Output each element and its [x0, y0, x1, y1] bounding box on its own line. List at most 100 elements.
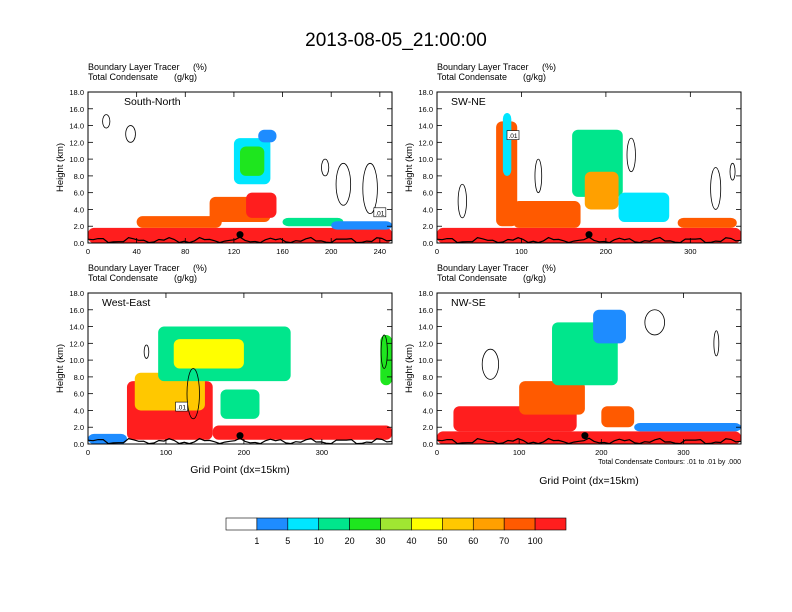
panel-label: NW-SE: [451, 297, 486, 309]
y-tick-label: 18.0: [418, 289, 433, 298]
tracer-region: [601, 406, 635, 428]
tracer-label: Boundary Layer Tracer: [88, 62, 180, 72]
tracer-region: [593, 309, 626, 344]
y-tick-label: 0.0: [423, 440, 433, 449]
x-tick-label: 200: [600, 247, 613, 256]
condensate-contour: [457, 183, 467, 219]
y-tick-label: 2.0: [423, 423, 433, 432]
y-axis-label: Height (km): [404, 143, 415, 192]
tracer-region: [173, 339, 244, 369]
condensate-contour: [335, 162, 352, 206]
y-tick-label: 10.0: [418, 356, 433, 365]
panel-label: SW-NE: [451, 96, 486, 108]
tracer-region: [258, 129, 277, 143]
tracer-unit: (%): [193, 263, 207, 273]
tracer-region: [220, 389, 260, 419]
condensate-contour: [710, 167, 722, 210]
contour-tag-text: .01: [508, 133, 517, 140]
condensate-label: Total Condensate: [88, 273, 158, 283]
tracer-region: [519, 381, 585, 415]
tracer-region: [136, 216, 222, 228]
y-tick-label: 18.0: [418, 88, 433, 97]
colorbar-swatch: [442, 517, 474, 531]
x-tick-label: 0: [86, 247, 90, 256]
y-tick-label: 8.0: [74, 172, 84, 181]
tracer-region: [240, 146, 265, 176]
condensate-label: Total Condensate: [88, 72, 158, 82]
panel-label: South-North: [124, 96, 181, 108]
contour-tag-box: [175, 401, 188, 412]
colorbar-label: 1: [254, 536, 259, 546]
condensate-contour: [102, 114, 111, 129]
condensate-contour: [626, 137, 636, 173]
y-tick-label: 14.0: [69, 323, 84, 332]
x-tick-label: 0: [86, 448, 90, 457]
location-marker: [236, 231, 244, 239]
colorbar-label: 50: [437, 536, 447, 546]
panel-frame: [87, 91, 393, 244]
y-tick-label: 10.0: [69, 356, 84, 365]
tracer-region: [212, 425, 392, 440]
y-tick-label: 16.0: [418, 306, 433, 315]
y-tick-label: 4.0: [74, 205, 84, 214]
colorbar-label: 60: [468, 536, 478, 546]
y-tick-label: 14.0: [69, 122, 84, 131]
colorbar-swatch: [472, 517, 505, 531]
y-tick-label: 18.0: [69, 88, 84, 97]
y-tick-label: 14.0: [418, 323, 433, 332]
tracer-label: Boundary Layer Tracer: [437, 62, 529, 72]
x-axis-label: Grid Point (dx=15km): [190, 464, 290, 476]
tracer-unit: (%): [542, 62, 556, 72]
x-tick-label: 300: [684, 247, 697, 256]
y-tick-label: 12.0: [69, 339, 84, 348]
y-tick-label: 6.0: [423, 189, 433, 198]
condensate-contour: [481, 348, 500, 380]
y-tick-label: 16.0: [69, 105, 84, 114]
x-tick-label: 240: [374, 247, 387, 256]
x-tick-label: 80: [181, 247, 189, 256]
condensate-contour: [380, 334, 388, 369]
contour-note: Total Condensate Contours: .01 to .01 by…: [598, 459, 741, 466]
x-tick-label: 100: [513, 448, 526, 457]
y-tick-label: 4.0: [74, 406, 84, 415]
condensate-unit: (g/kg): [174, 72, 197, 82]
tracer-unit: (%): [542, 263, 556, 273]
tracer-region: [513, 201, 581, 228]
y-tick-label: 6.0: [74, 189, 84, 198]
panel-frame: [436, 91, 742, 244]
x-tick-label: 200: [238, 448, 251, 457]
tracer-region: [380, 334, 392, 386]
contour-tag-text: .01: [177, 405, 186, 412]
condensate-contour: [534, 158, 543, 194]
y-tick-label: 6.0: [423, 390, 433, 399]
x-tick-label: 300: [677, 448, 690, 457]
panel-field: [437, 309, 741, 444]
x-tick-label: 300: [316, 448, 329, 457]
condensate-contour: [729, 162, 736, 181]
y-axis-label: Height (km): [404, 344, 415, 393]
colorbar-label: 5: [285, 536, 290, 546]
tracer-label: Boundary Layer Tracer: [437, 263, 529, 273]
y-tick-label: 18.0: [69, 289, 84, 298]
y-tick-label: 16.0: [418, 105, 433, 114]
colorbar-swatch: [318, 517, 350, 531]
colorbar-swatch: [349, 517, 381, 531]
y-axis-label: Height (km): [55, 344, 66, 393]
tracer-region: [618, 192, 670, 223]
panel-field: [88, 326, 392, 444]
y-tick-label: 0.0: [74, 440, 84, 449]
colorbar-label: 30: [376, 536, 386, 546]
x-tick-label: 40: [132, 247, 140, 256]
panel-label: West-East: [102, 297, 150, 309]
colorbar-label: 70: [499, 536, 509, 546]
y-tick-label: 2.0: [74, 222, 84, 231]
condensate-contour: [713, 330, 720, 357]
y-tick-label: 8.0: [74, 373, 84, 382]
colorbar-swatch: [287, 517, 320, 531]
panel-frame: [87, 292, 393, 445]
y-tick-label: 8.0: [423, 172, 433, 181]
condensate-contour: [644, 309, 665, 336]
y-tick-label: 12.0: [69, 138, 84, 147]
y-tick-label: 4.0: [423, 406, 433, 415]
